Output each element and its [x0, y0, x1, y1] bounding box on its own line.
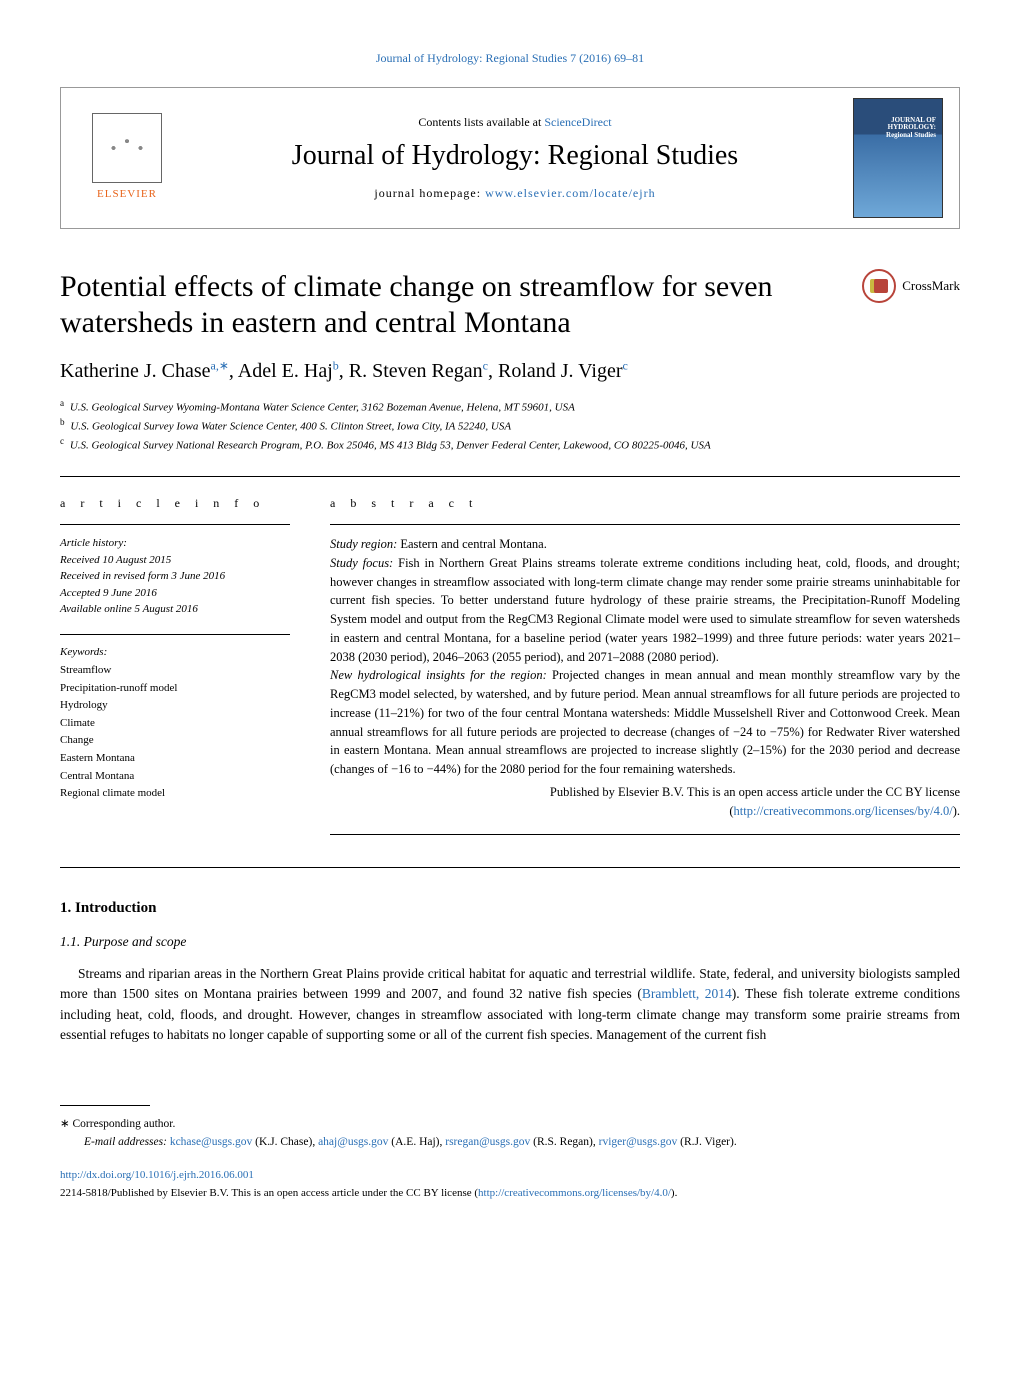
- keyword: Regional climate model: [60, 785, 290, 803]
- abstract-focus-text: Fish in Northern Great Plains streams to…: [330, 556, 960, 664]
- author-1: Katherine J. Chase: [60, 360, 211, 382]
- journal-header: ELSEVIER Contents lists available at Sci…: [60, 87, 960, 229]
- corresponding-author: ∗ Corresponding author.: [60, 1116, 960, 1132]
- emails-label: E-mail addresses:: [84, 1136, 170, 1148]
- abstract-text: Study region: Eastern and central Montan…: [330, 535, 960, 820]
- section-heading-introduction: 1. Introduction: [60, 898, 960, 919]
- author-4-affil[interactable]: c: [623, 358, 628, 372]
- divider: [60, 634, 290, 635]
- keyword: Streamflow: [60, 662, 290, 680]
- copyright-text: 2214-5818/Published by Elsevier B.V. Thi…: [60, 1187, 478, 1199]
- abstract-insights-text: Projected changes in mean annual and mea…: [330, 668, 960, 776]
- email-link[interactable]: rsregan@usgs.gov: [445, 1136, 530, 1148]
- divider: [60, 524, 290, 525]
- email-who: (K.J. Chase),: [252, 1136, 318, 1148]
- email-link[interactable]: rviger@usgs.gov: [599, 1136, 678, 1148]
- homepage-link[interactable]: www.elsevier.com/locate/ejrh: [485, 186, 656, 200]
- journal-title: Journal of Hydrology: Regional Studies: [177, 139, 853, 173]
- copyright-suffix: ).: [671, 1187, 677, 1199]
- journal-cover-thumbnail[interactable]: JOURNAL OF HYDROLOGY: Regional Studies: [853, 98, 943, 218]
- crossmark-label: CrossMark: [902, 277, 960, 295]
- affil-b-marker: b: [60, 417, 65, 427]
- crossmark-badge[interactable]: CrossMark: [862, 269, 960, 303]
- email-who: (A.E. Haj),: [388, 1136, 445, 1148]
- keyword: Precipitation-runoff model: [60, 680, 290, 698]
- doi-link[interactable]: http://dx.doi.org/10.1016/j.ejrh.2016.06…: [60, 1169, 254, 1181]
- body-paragraph: Streams and riparian areas in the Northe…: [60, 964, 960, 1045]
- author-emails: E-mail addresses: kchase@usgs.gov (K.J. …: [60, 1134, 960, 1150]
- journal-homepage: journal homepage: www.elsevier.com/locat…: [177, 185, 853, 202]
- article-history: Article history: Received 10 August 2015…: [60, 535, 290, 618]
- author-3: , R. Steven Regan: [339, 360, 483, 382]
- keyword: Central Montana: [60, 768, 290, 786]
- license-link[interactable]: http://creativecommons.org/licenses/by/4…: [734, 804, 953, 818]
- keywords-label: Keywords:: [60, 645, 290, 660]
- crossmark-icon: [862, 269, 896, 303]
- affiliation-c: U.S. Geological Survey National Research…: [70, 440, 711, 452]
- affil-a-marker: a: [60, 398, 64, 408]
- affiliations: a U.S. Geological Survey Wyoming-Montana…: [60, 397, 960, 454]
- history-revised: Received in revised form 3 June 2016: [60, 568, 290, 585]
- divider: [330, 834, 960, 835]
- history-accepted: Accepted 9 June 2016: [60, 585, 290, 602]
- sciencedirect-link[interactable]: ScienceDirect: [544, 115, 611, 129]
- abstract-region-text: Eastern and central Montana.: [397, 537, 547, 551]
- abstract-label: a b s t r a c t: [330, 495, 960, 512]
- affil-c-marker: c: [60, 436, 64, 446]
- copyright: 2214-5818/Published by Elsevier B.V. Thi…: [60, 1186, 960, 1201]
- history-label: Article history:: [60, 535, 290, 552]
- article-info-label: a r t i c l e i n f o: [60, 495, 290, 512]
- article-title: Potential effects of climate change on s…: [60, 269, 842, 341]
- homepage-prefix: journal homepage:: [374, 186, 485, 200]
- copyright-license-link[interactable]: http://creativecommons.org/licenses/by/4…: [478, 1187, 671, 1199]
- email-who: (R.S. Regan),: [530, 1136, 598, 1148]
- affiliation-a: U.S. Geological Survey Wyoming-Montana W…: [70, 401, 575, 413]
- license-suffix: ).: [953, 804, 960, 818]
- abstract-insights-label: New hydrological insights for the region…: [330, 668, 547, 682]
- abstract-region-label: Study region:: [330, 537, 397, 551]
- journal-cover-text: JOURNAL OF HYDROLOGY: Regional Studies: [860, 117, 936, 140]
- author-2: , Adel E. Haj: [229, 360, 333, 382]
- history-received: Received 10 August 2015: [60, 552, 290, 569]
- keyword: Hydrology: [60, 697, 290, 715]
- keyword: Eastern Montana: [60, 750, 290, 768]
- citation-link[interactable]: Bramblett, 2014: [642, 986, 732, 1001]
- email-link[interactable]: ahaj@usgs.gov: [318, 1136, 388, 1148]
- contents-prefix: Contents lists available at: [418, 115, 544, 129]
- contents-available: Contents lists available at ScienceDirec…: [177, 114, 853, 131]
- elsevier-wordmark: ELSEVIER: [97, 187, 157, 202]
- elsevier-tree-icon: [92, 113, 162, 183]
- author-4: , Roland J. Viger: [488, 360, 623, 382]
- affiliation-b: U.S. Geological Survey Iowa Water Scienc…: [70, 421, 511, 433]
- elsevier-logo[interactable]: ELSEVIER: [77, 103, 177, 213]
- history-online: Available online 5 August 2016: [60, 601, 290, 618]
- keyword: Change: [60, 732, 290, 750]
- email-who: (R.J. Viger).: [677, 1136, 736, 1148]
- divider: [60, 476, 960, 477]
- subsection-heading-scope: 1.1. Purpose and scope: [60, 933, 960, 952]
- email-link[interactable]: kchase@usgs.gov: [170, 1136, 252, 1148]
- footnote-separator: [60, 1105, 150, 1106]
- divider: [60, 867, 960, 868]
- keyword: Climate: [60, 715, 290, 733]
- divider: [330, 524, 960, 525]
- author-1-affil[interactable]: a,∗: [211, 358, 229, 372]
- abstract-focus-label: Study focus:: [330, 556, 393, 570]
- authors: Katherine J. Chasea,∗, Adel E. Hajb, R. …: [60, 357, 960, 385]
- keywords-list: Streamflow Precipitation-runoff model Hy…: [60, 662, 290, 803]
- journal-reference: Journal of Hydrology: Regional Studies 7…: [60, 50, 960, 67]
- journal-reference-link[interactable]: Journal of Hydrology: Regional Studies 7…: [376, 51, 644, 65]
- doi: http://dx.doi.org/10.1016/j.ejrh.2016.06…: [60, 1168, 960, 1183]
